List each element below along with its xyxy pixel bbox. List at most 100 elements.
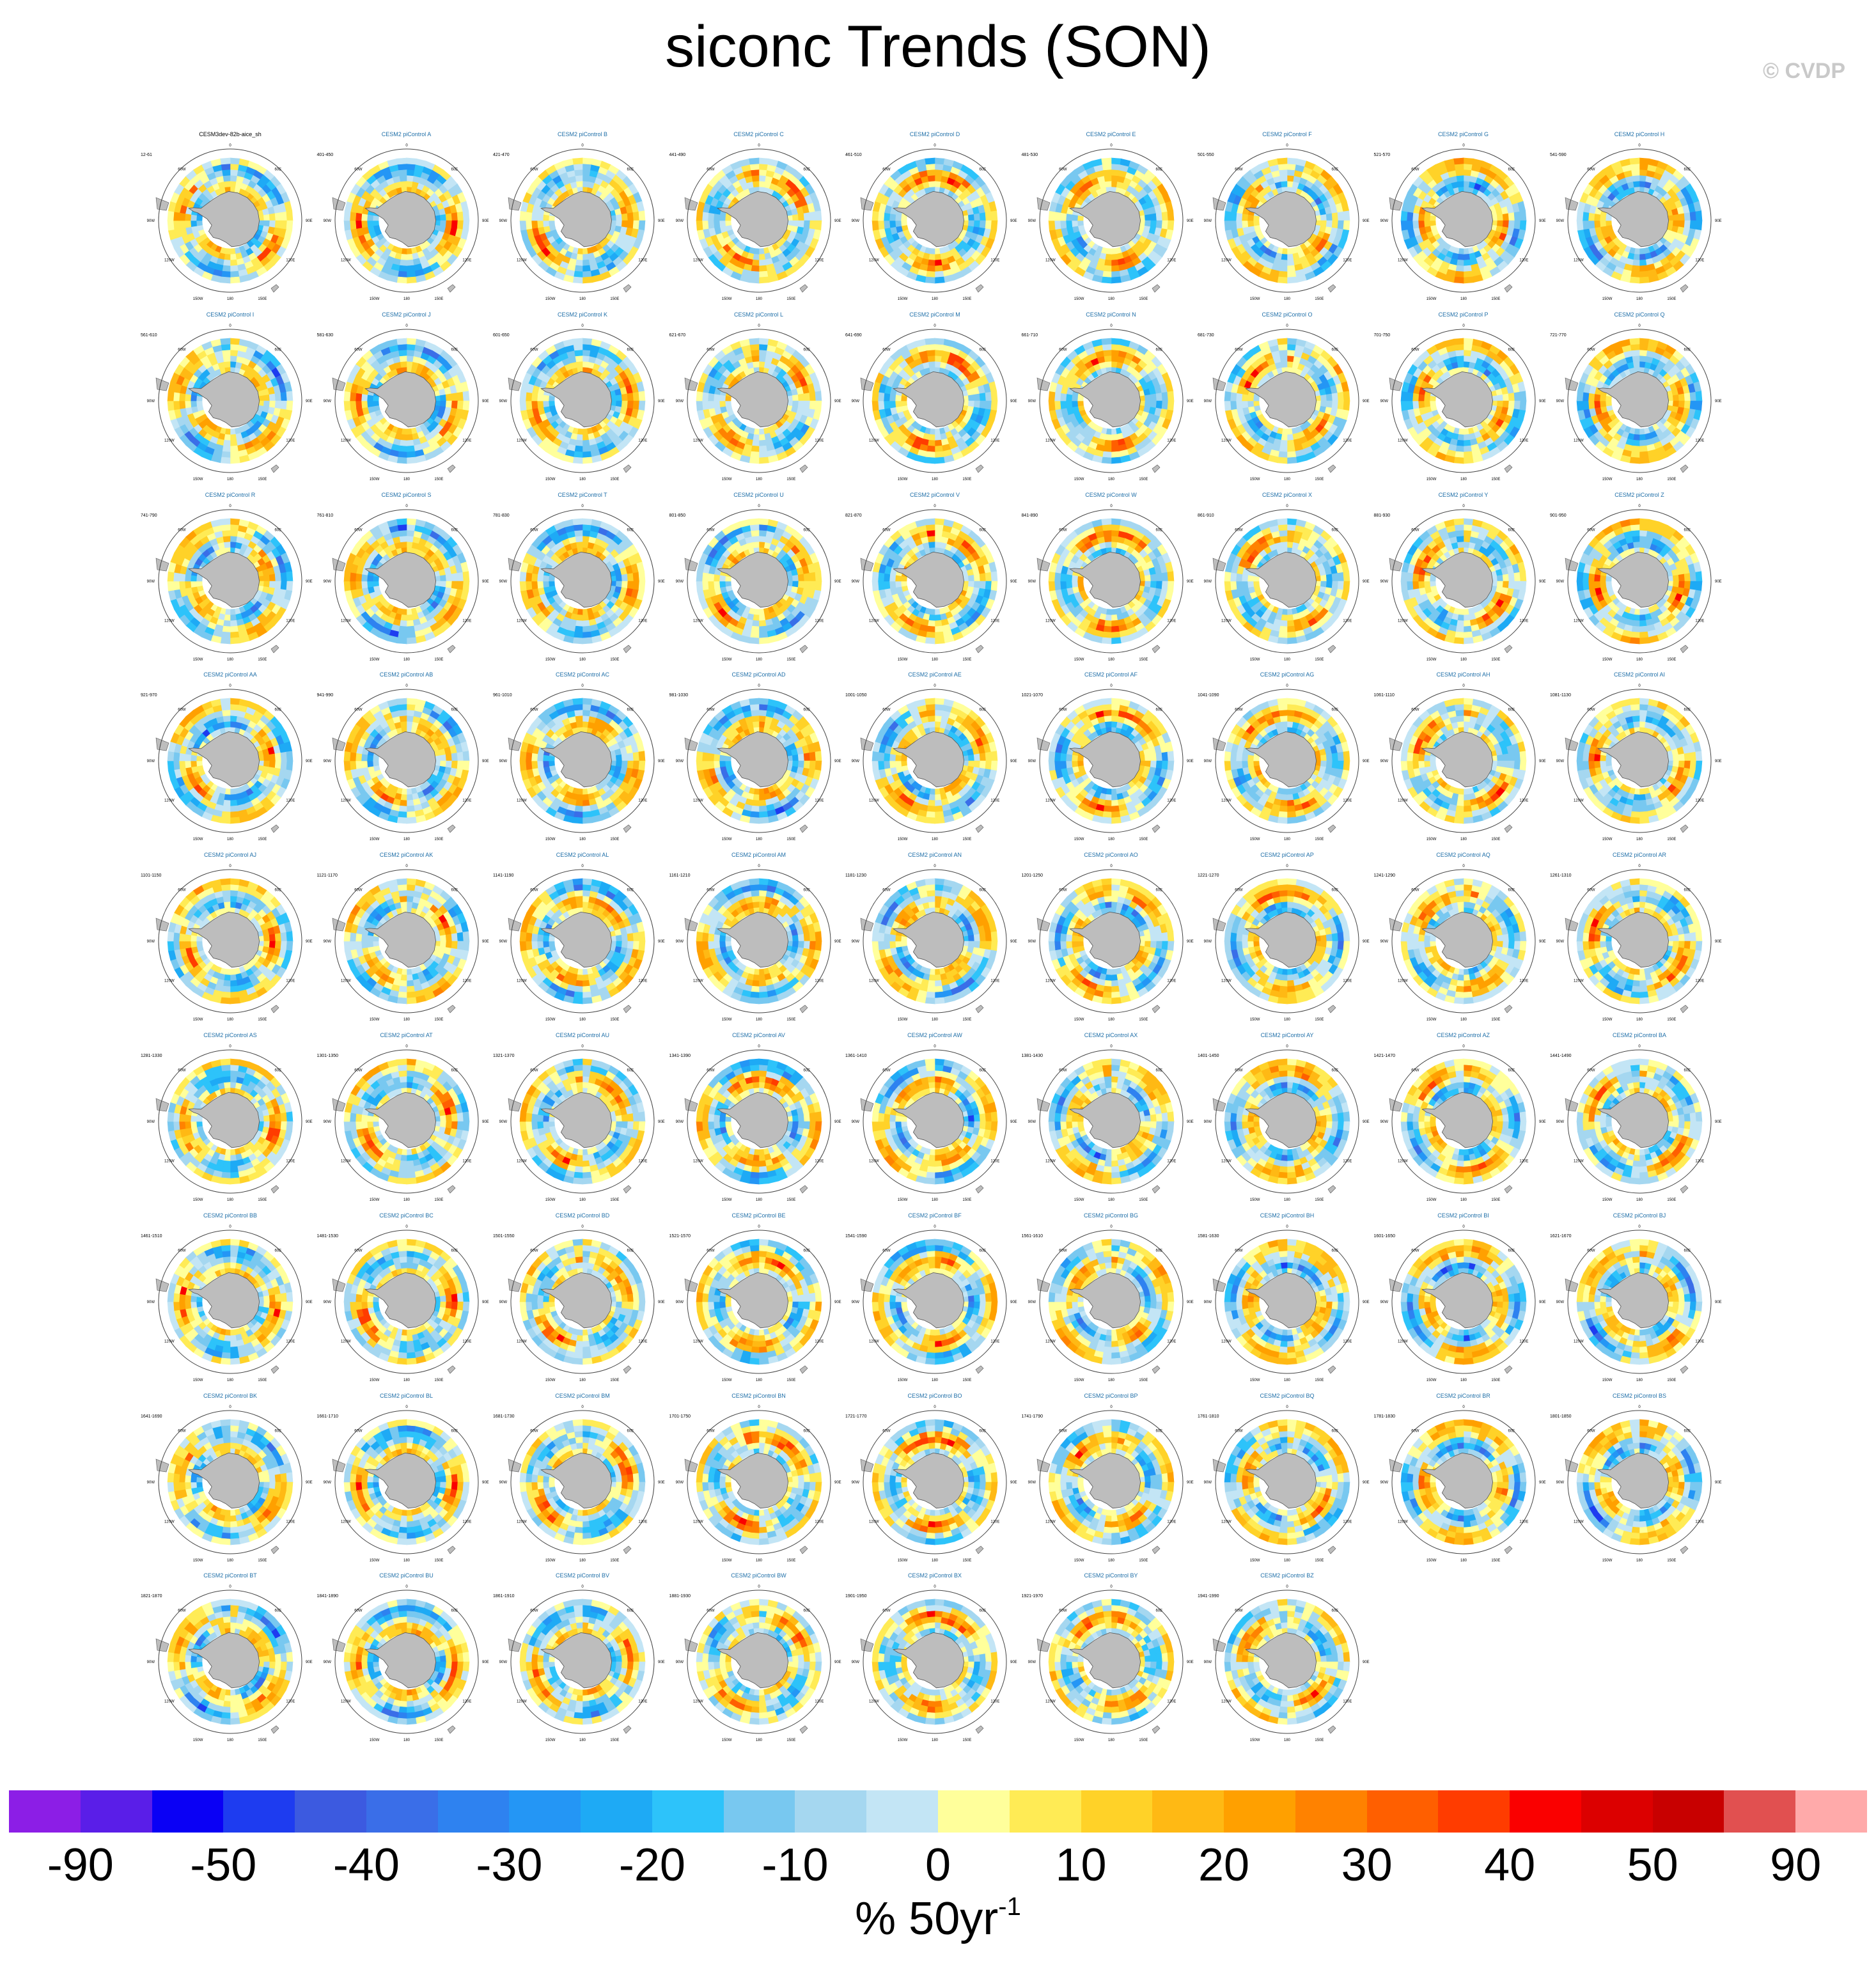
trend-cell	[758, 445, 767, 453]
trend-cell	[1588, 400, 1595, 409]
trend-cell	[1111, 276, 1122, 284]
trend-cell	[230, 248, 236, 255]
longitude-label: 60W	[707, 348, 715, 352]
trend-cell	[1639, 349, 1648, 356]
panel-title: CESM2 piControl K	[499, 311, 666, 318]
trend-cell	[406, 518, 417, 526]
trend-cell	[531, 392, 538, 402]
trend-cell	[1453, 157, 1464, 165]
trend-cell	[1632, 175, 1640, 182]
longitude-label: 120W	[869, 259, 879, 263]
trend-cell	[1279, 259, 1288, 267]
trend-cell	[406, 428, 412, 435]
trend-cell	[1343, 391, 1350, 402]
trend-cell	[445, 393, 452, 402]
trend-cell	[1519, 210, 1526, 221]
longitude-label: 90W	[499, 400, 508, 403]
trend-cell	[1059, 212, 1067, 221]
longitude-label: 90W	[323, 400, 331, 403]
trend-cell	[627, 400, 634, 409]
new-zealand-landmass	[1680, 464, 1689, 473]
longitude-label: 90W	[147, 219, 155, 223]
trend-cell	[758, 439, 766, 447]
trend-cell	[872, 391, 879, 402]
trend-cell	[1455, 265, 1464, 272]
trend-cell	[286, 570, 293, 581]
trend-cell	[1325, 220, 1333, 228]
trend-cell	[582, 355, 590, 362]
map-boundary	[158, 148, 302, 293]
trend-cell	[1639, 169, 1648, 176]
longitude-label: 60E	[1155, 168, 1162, 171]
trend-cell	[1513, 391, 1520, 402]
trend-cell	[1678, 400, 1685, 409]
antarctica-landmass	[893, 191, 965, 247]
trend-cell	[1455, 349, 1464, 356]
trend-cell	[220, 637, 231, 644]
trend-cell	[758, 157, 769, 165]
trend-cell	[1418, 213, 1425, 221]
trend-cell	[1144, 214, 1151, 221]
trend-cell	[519, 220, 527, 231]
south-america-landmass	[1565, 197, 1579, 211]
longitude-label: 60W	[354, 348, 363, 352]
trend-cell	[1463, 428, 1469, 435]
trend-cell	[173, 581, 180, 590]
trend-cell	[1325, 393, 1333, 402]
trend-cell	[1286, 270, 1297, 278]
trend-cell	[582, 157, 593, 165]
trend-cell	[462, 391, 469, 402]
trend-cell	[809, 211, 816, 221]
trend-cell	[223, 175, 231, 182]
trend-cell	[1054, 391, 1061, 402]
longitude-label: 120E	[462, 439, 471, 442]
trend-cell	[900, 400, 907, 407]
trend-cell	[638, 220, 646, 231]
trend-cell	[1048, 391, 1055, 402]
longitude-label: 150W	[369, 478, 379, 481]
longitude-label: 120E	[1695, 439, 1704, 442]
trend-cell	[934, 259, 942, 267]
longitude-label: 150E	[1315, 297, 1324, 301]
trend-cell	[1513, 211, 1520, 221]
trend-cell	[889, 393, 896, 402]
trend-cell	[1048, 210, 1055, 221]
trend-cell	[1463, 439, 1471, 447]
trend-cell	[230, 254, 237, 261]
trend-cell	[1167, 210, 1174, 221]
trend-cell	[1513, 220, 1520, 230]
trend-cell	[1048, 220, 1055, 231]
trend-cell	[1331, 212, 1339, 221]
trend-cell	[399, 259, 407, 267]
trend-cell	[1286, 265, 1295, 272]
trend-cell	[536, 220, 544, 228]
trend-cell	[968, 394, 975, 402]
longitude-label: 150E	[1491, 297, 1500, 301]
trend-cell	[1639, 434, 1646, 441]
trend-cell	[1599, 220, 1606, 228]
trend-cell	[934, 343, 944, 351]
panel-title: CESM3dev-82b-aice_sh	[147, 131, 313, 137]
longitude-label: 180	[932, 297, 939, 301]
trend-cell	[1689, 220, 1697, 230]
trend-cell	[1111, 451, 1120, 458]
trend-cell	[263, 574, 270, 581]
trend-cell	[1343, 220, 1350, 231]
trend-cell	[1639, 163, 1649, 171]
trend-cell	[574, 349, 583, 356]
trend-cell	[877, 220, 885, 230]
trend-cell	[167, 400, 175, 411]
trend-cell	[536, 213, 544, 221]
trend-cell	[934, 428, 941, 435]
trend-cell	[968, 214, 975, 221]
longitude-label: 150W	[193, 297, 203, 301]
panel-years: 601-650	[493, 333, 510, 338]
trend-cell	[934, 265, 943, 272]
longitude-label: 90E	[1715, 219, 1722, 223]
south-america-landmass	[1389, 197, 1402, 211]
new-zealand-landmass	[799, 284, 808, 293]
south-america-landmass	[1212, 197, 1226, 211]
trend-cell	[1463, 157, 1474, 165]
